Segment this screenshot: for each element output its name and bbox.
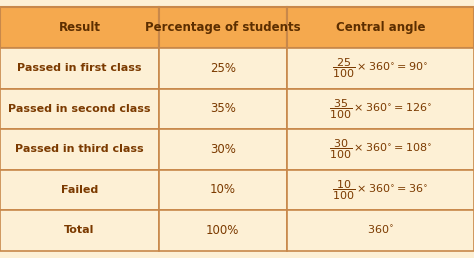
Bar — [287, 89, 474, 129]
Text: $\dfrac{10}{100}\times360^{\circ} = 36^{\circ}$: $\dfrac{10}{100}\times360^{\circ} = 36^{… — [332, 178, 428, 201]
Bar — [0, 129, 159, 170]
Text: Result: Result — [58, 21, 100, 34]
Bar — [159, 89, 287, 129]
Text: $360^{\circ}$: $360^{\circ}$ — [367, 224, 394, 236]
Bar — [0, 48, 159, 89]
Text: $\dfrac{25}{100}\times360^{\circ} = 90^{\circ}$: $\dfrac{25}{100}\times360^{\circ} = 90^{… — [332, 57, 428, 80]
Text: Passed in second class: Passed in second class — [8, 104, 151, 114]
Bar — [159, 129, 287, 170]
Bar — [287, 48, 474, 89]
Bar — [0, 7, 159, 48]
Bar — [287, 129, 474, 170]
Text: $\dfrac{35}{100}\times360^{\circ} = 126^{\circ}$: $\dfrac{35}{100}\times360^{\circ} = 126^… — [328, 97, 432, 120]
Bar — [287, 7, 474, 48]
Text: Passed in third class: Passed in third class — [15, 144, 144, 154]
Text: Central angle: Central angle — [336, 21, 425, 34]
Bar — [159, 7, 287, 48]
Text: Passed in first class: Passed in first class — [17, 63, 142, 73]
Text: 25%: 25% — [210, 62, 236, 75]
Text: Percentage of students: Percentage of students — [145, 21, 301, 34]
Text: $\dfrac{30}{100}\times360^{\circ} = 108^{\circ}$: $\dfrac{30}{100}\times360^{\circ} = 108^… — [328, 138, 432, 161]
Bar — [0, 89, 159, 129]
Text: 35%: 35% — [210, 102, 236, 115]
Text: Total: Total — [64, 225, 95, 235]
Text: 100%: 100% — [206, 224, 239, 237]
Text: 30%: 30% — [210, 143, 236, 156]
Bar — [287, 210, 474, 251]
Bar — [0, 170, 159, 210]
Text: Failed: Failed — [61, 185, 98, 195]
Bar — [0, 210, 159, 251]
Bar — [287, 170, 474, 210]
Bar — [159, 48, 287, 89]
Bar — [159, 210, 287, 251]
Text: 10%: 10% — [210, 183, 236, 196]
Bar — [159, 170, 287, 210]
